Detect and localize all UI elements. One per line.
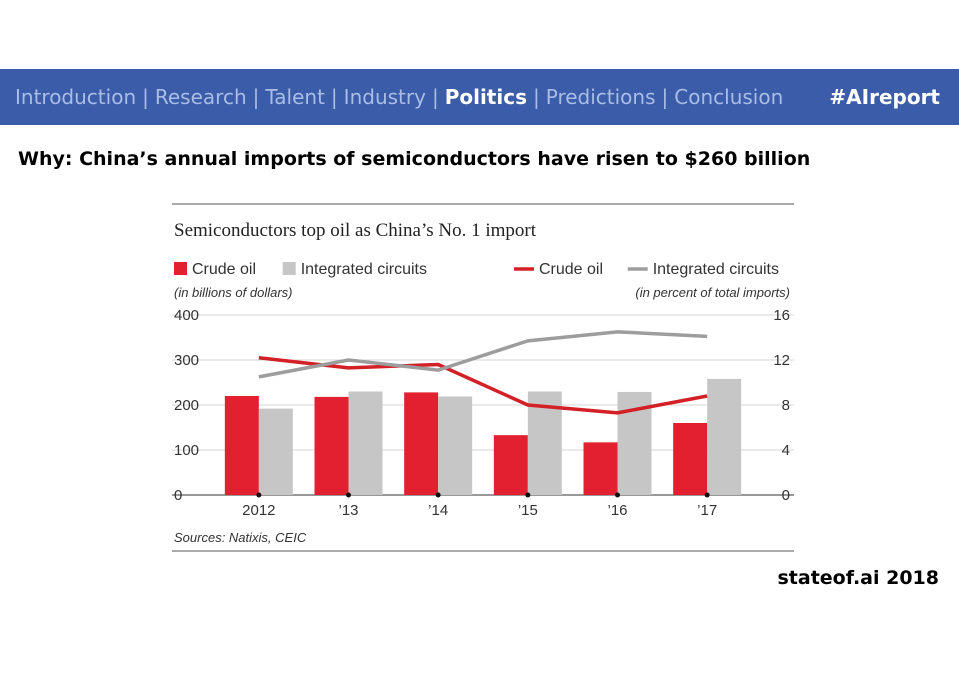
bar-crude-oil [493, 435, 528, 495]
y-left-tick-label: 300 [174, 352, 199, 369]
x-tick-label: ’13 [338, 502, 358, 519]
x-tick-dot [435, 492, 441, 498]
bar-axis-note: (in billions of dollars) [174, 285, 293, 300]
legend-swatch-bar [282, 262, 296, 275]
bar-crude-oil [404, 392, 439, 495]
nav-item-politics[interactable]: Politics [444, 85, 527, 109]
chart-container: Semiconductors top oil as China’s No. 1 … [172, 203, 794, 553]
x-tick-label: ’16 [607, 502, 627, 519]
legend-label: Integrated circuits [301, 261, 427, 278]
x-tick-dot [525, 492, 531, 498]
y-axis-left: 0 100 200 300 400 [174, 307, 199, 504]
nav-separator: | [330, 85, 338, 109]
y-left-tick-label: 400 [174, 307, 199, 324]
y-left-tick-label: 100 [174, 442, 199, 459]
nav-item-introduction[interactable]: Introduction [15, 85, 137, 109]
y-right-tick-label: 4 [782, 442, 790, 459]
x-tick-dot [615, 492, 620, 498]
x-tick-dot [704, 492, 710, 498]
x-tick-dot [256, 492, 262, 498]
line-integrated-circuits [258, 330, 708, 379]
line-crude-oil [258, 356, 708, 415]
nav-bar: Introduction | Research | Talent | Industry | Po… [0, 69, 959, 125]
y-axis-right: 0 4 8 12 16 [773, 307, 790, 504]
x-axis: 2012 ’13 ’14 ’15 ’16 ’17 [242, 492, 717, 519]
nav-separator: | [661, 85, 669, 109]
legend-label: Crude oil [539, 261, 603, 278]
footer-brand: stateof.ai 2018 [777, 567, 939, 589]
chart-svg: Semiconductors top oil as China’s No. 1 … [172, 203, 794, 552]
nav-item-research[interactable]: Research [154, 85, 247, 109]
x-tick-dot [346, 492, 351, 498]
legend-swatch-bar [174, 262, 187, 275]
nav-separator: | [431, 85, 439, 109]
nav-separator: | [252, 85, 260, 109]
nav-separator: | [532, 85, 540, 109]
bar-crude-oil [314, 396, 349, 495]
y-right-tick-label: 0 [782, 487, 790, 504]
bar-series-group [224, 378, 742, 495]
y-right-tick-label: 12 [773, 352, 790, 369]
line-series-group [258, 330, 708, 415]
x-tick-label: ’17 [697, 502, 717, 519]
nav-menu: Introduction | Research | Talent | Industry | Po… [15, 69, 783, 125]
line-axis-note: (in percent of total imports) [635, 285, 790, 300]
bar-integrated-circuits [707, 378, 742, 495]
x-tick-label: 2012 [242, 502, 275, 519]
bar-integrated-circuits [348, 391, 383, 495]
chart-source: Sources: Natixis, CEIC [174, 530, 307, 545]
bar-integrated-circuits [438, 396, 473, 495]
nav-item-predictions[interactable]: Predictions [545, 85, 656, 109]
nav-item-industry[interactable]: Industry [343, 85, 426, 109]
slide-headline: Why: China’s annual imports of semicondu… [18, 148, 811, 170]
hashtag-label: #AIreport [829, 85, 940, 109]
x-tick-label: ’15 [518, 502, 538, 519]
bar-integrated-circuits [258, 408, 293, 495]
bar-crude-oil [224, 396, 259, 495]
y-left-tick-label: 200 [174, 397, 199, 414]
y-right-tick-label: 16 [773, 307, 790, 324]
legend-label: Crude oil [192, 261, 256, 278]
chart-legend: Crude oil Integrated circuits Crude oil Int… [174, 261, 779, 278]
x-tick-label: ’14 [428, 502, 448, 519]
y-left-tick-label: 0 [174, 487, 182, 504]
chart-title: Semiconductors top oil as China’s No. 1 … [174, 220, 537, 241]
bar-crude-oil [583, 442, 618, 495]
nav-separator: | [142, 85, 149, 109]
bar-crude-oil [673, 423, 708, 495]
y-right-tick-label: 8 [782, 397, 790, 414]
nav-item-talent[interactable]: Talent [265, 85, 325, 109]
nav-item-conclusion[interactable]: Conclusion [674, 85, 784, 109]
legend-label: Integrated circuits [653, 261, 779, 278]
